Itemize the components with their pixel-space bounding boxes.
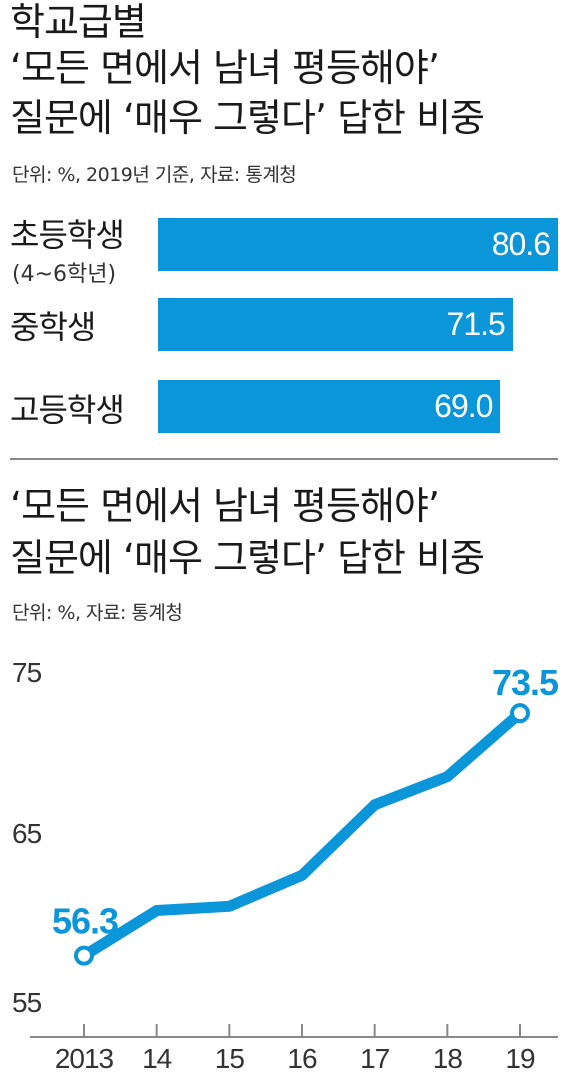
bottom-title-line-1: ‘모든 면에서 남녀 평등해야’ [10,484,440,528]
bar-sublabel-elementary: (4~6학년) [12,262,117,287]
y-tick-label: 75 [12,657,42,688]
x-tick-label: 18 [433,1043,463,1073]
data-point-marker [74,945,94,966]
bar-label-high: 고등학생 [10,391,125,429]
bar-value-high: 69.0 [434,388,493,424]
bottom-unit-note: 단위: %, 자료: 통계청 [12,602,183,624]
top-title-line-1: 학교급별 [10,0,147,44]
top-title-line-3: 질문에 ‘매우 그렇다’ 답한 비중 [10,96,485,140]
bottom-title-line-2: 질문에 ‘매우 그렇다’ 답한 비중 [10,536,485,580]
x-tick-label: 16 [287,1043,317,1073]
bar-elementary: 80.6 [158,218,558,271]
bar-label-elementary: 초등학생 [10,216,125,254]
bar-label-middle: 중학생 [10,308,96,346]
x-tick-label: 2013 [55,1043,114,1073]
data-point-label: 56.3 [52,901,118,942]
section-divider [10,458,558,460]
x-tick-label: 19 [505,1043,535,1073]
y-tick-label: 65 [12,818,42,849]
x-tick-label: 17 [360,1043,390,1073]
x-tick-label: 15 [215,1043,245,1073]
x-tick-label: 14 [142,1043,172,1073]
data-point-marker [510,703,530,724]
top-unit-note: 단위: %, 2019년 기준, 자료: 통계청 [12,164,297,186]
y-tick-label: 55 [12,987,42,1018]
top-title-line-2: ‘모든 면에서 남녀 평등해야’ [10,46,440,90]
data-point-label: 73.5 [492,662,559,703]
bar-high: 69.0 [158,380,501,433]
bar-value-elementary: 80.6 [491,226,551,262]
bar-middle: 71.5 [158,298,513,351]
series-line [78,707,526,962]
bar-value-middle: 71.5 [446,306,506,342]
